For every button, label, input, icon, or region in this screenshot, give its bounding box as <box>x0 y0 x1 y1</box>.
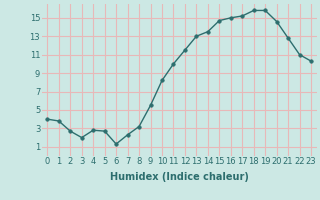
X-axis label: Humidex (Indice chaleur): Humidex (Indice chaleur) <box>110 172 249 182</box>
